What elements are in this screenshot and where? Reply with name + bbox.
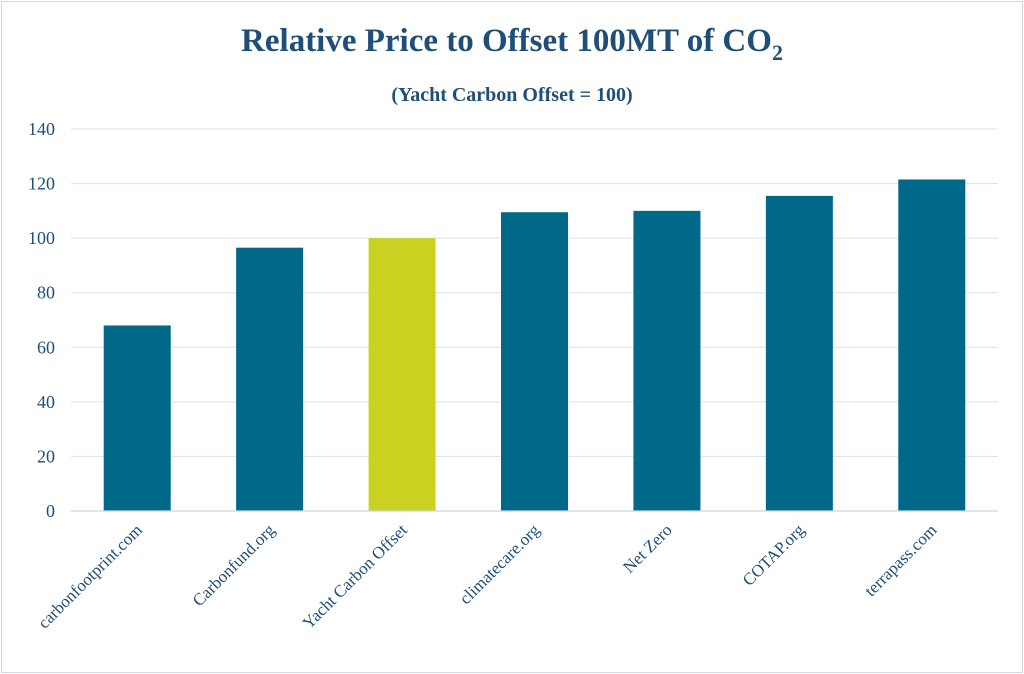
y-axis-ticks: 0 20 40 60 80 100 120 140 [28, 119, 55, 521]
y-tick-label: 140 [28, 119, 55, 139]
chart-title-main: Relative Price to Offset 100MT of CO [241, 23, 772, 59]
y-tick-label: 80 [37, 283, 55, 303]
bars [103, 179, 966, 511]
y-tick-label: 120 [28, 174, 55, 194]
x-tick-label: COTAP.org [739, 520, 809, 590]
bar [501, 212, 568, 511]
y-tick-label: 0 [46, 501, 55, 521]
y-tick-label: 40 [37, 392, 55, 412]
x-tick-label: carbonfootprint.com [34, 520, 146, 632]
bar [765, 195, 833, 511]
x-tick-label: Carbonfund.org [189, 520, 279, 610]
x-axis-labels: carbonfootprint.com Carbonfund.org Yacht C… [34, 520, 940, 633]
bar [898, 179, 966, 511]
x-tick-label: terrapass.com [861, 520, 941, 600]
bar [103, 325, 171, 511]
chart-title-subscript: 2 [772, 40, 783, 65]
bar [236, 247, 304, 511]
y-tick-label: 20 [37, 446, 55, 466]
y-tick-label: 100 [28, 228, 55, 248]
y-tick-label: 60 [37, 337, 55, 357]
x-tick-label: Net Zero [619, 520, 675, 576]
bar [633, 210, 701, 511]
x-tick-label: climatecare.org [456, 520, 544, 608]
bar [368, 238, 436, 511]
x-tick-label: Yacht Carbon Offset [299, 520, 411, 632]
chart-title: Relative Price to Offset 100MT of CO2 [241, 23, 783, 65]
chart-subtitle: (Yacht Carbon Offset = 100) [391, 84, 632, 106]
